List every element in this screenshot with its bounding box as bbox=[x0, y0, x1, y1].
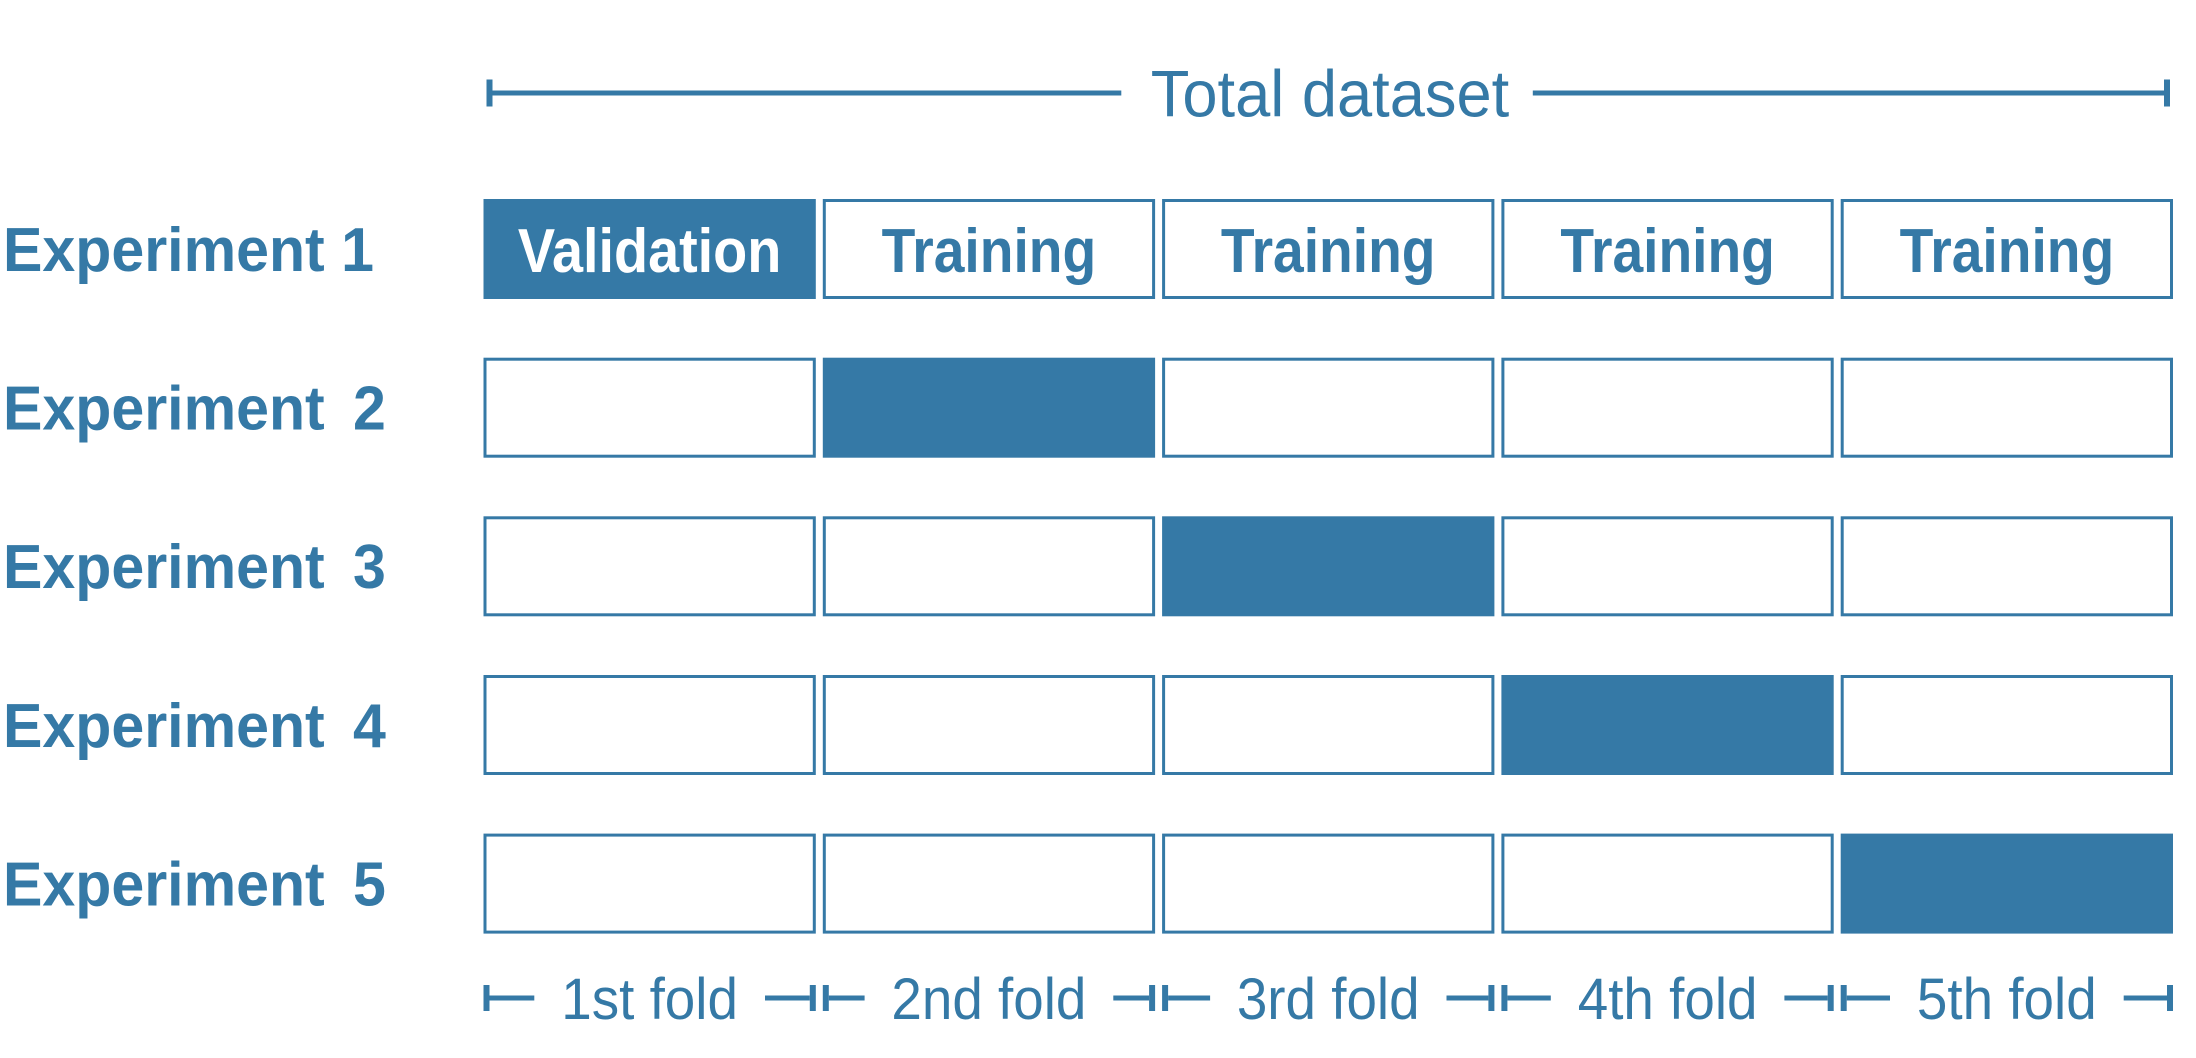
svg-text:Experiment 5: Experiment 5 bbox=[3, 849, 386, 919]
svg-text:Experiment 1: Experiment 1 bbox=[3, 214, 374, 284]
svg-text:3rd fold: 3rd fold bbox=[1237, 967, 1420, 1032]
svg-text:Experiment 2: Experiment 2 bbox=[3, 373, 386, 443]
svg-text:2nd fold: 2nd fold bbox=[891, 967, 1086, 1032]
svg-text:4th fold: 4th fold bbox=[1578, 967, 1758, 1032]
svg-text:Training: Training bbox=[882, 217, 1097, 286]
svg-text:Experiment 4: Experiment 4 bbox=[3, 690, 386, 760]
svg-text:Training: Training bbox=[1560, 217, 1775, 286]
svg-text:1st fold: 1st fold bbox=[561, 967, 738, 1032]
svg-text:Total dataset: Total dataset bbox=[1151, 57, 1509, 131]
svg-text:Experiment 3: Experiment 3 bbox=[3, 532, 386, 602]
svg-text:Training: Training bbox=[1221, 217, 1436, 286]
svg-text:Training: Training bbox=[1900, 217, 2115, 286]
svg-text:Validation: Validation bbox=[518, 217, 782, 285]
svg-text:5th fold: 5th fold bbox=[1917, 967, 2097, 1032]
